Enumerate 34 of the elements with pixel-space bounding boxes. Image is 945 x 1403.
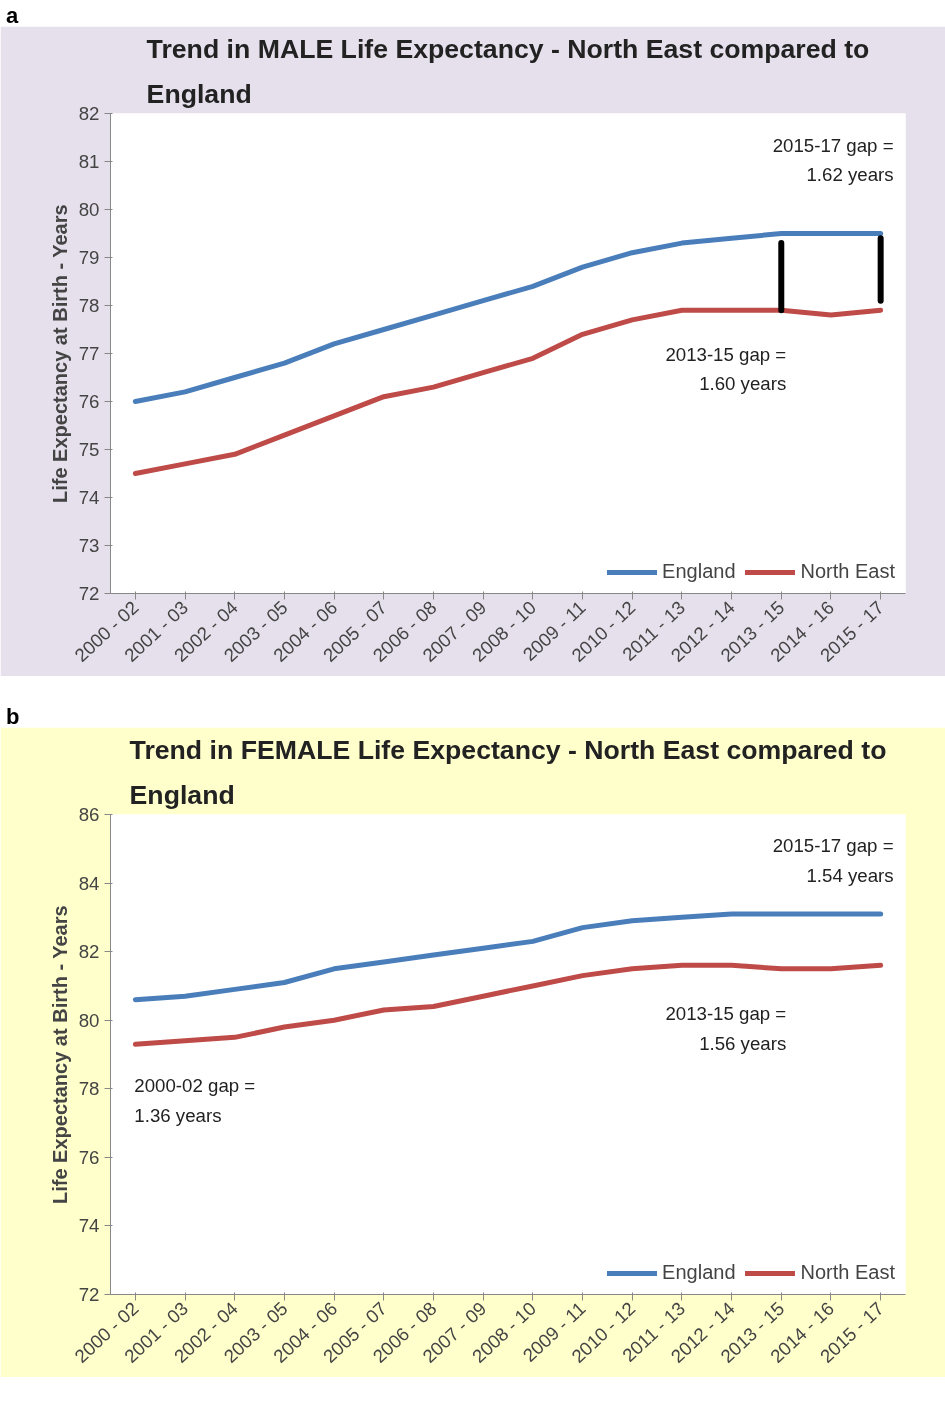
y-tick-label: 86 (78, 804, 100, 825)
y-tick-label: 77 (78, 343, 100, 364)
y-tick-label: 79 (78, 247, 100, 268)
y-tick-label: 74 (78, 487, 100, 508)
annotation: 2015-17 gap = 1.54 years (772, 835, 894, 886)
y-tick-label: 76 (78, 1146, 100, 1168)
y-tick-label: 81 (78, 151, 100, 172)
legend-label: England (662, 560, 736, 583)
y-tick-label: 76 (78, 391, 100, 412)
y-axis-title: Life Expectancy at Birth - Years (48, 204, 71, 503)
text: b (6, 703, 20, 731)
legend-label: North East (800, 560, 895, 583)
y-axis-title: Life Expectancy at Birth - Years (48, 905, 71, 1204)
y-tick-label: 72 (78, 1284, 100, 1305)
annotation: 2013-15 gap = 1.60 years (665, 343, 787, 395)
chart-title: Trend in FEMALE Life Expectancy - North East compared to England (129, 734, 887, 810)
text: a (6, 2, 19, 30)
y-tick-label: 80 (78, 1009, 100, 1031)
legend-label: England (662, 1261, 736, 1284)
y-tick-label: 82 (78, 103, 100, 124)
annotation: 2013-15 gap = 1.56 years (665, 1003, 787, 1054)
chart-title: Trend in MALE Life Expectancy - North East compared to England (146, 33, 870, 109)
y-tick-label: 73 (78, 535, 100, 556)
y-tick-label: 78 (78, 295, 100, 316)
y-tick-label: 80 (78, 199, 100, 220)
y-tick-label: 78 (78, 1078, 100, 1100)
y-tick-label: 75 (78, 439, 100, 460)
y-tick-label: 74 (78, 1215, 100, 1237)
y-tick-label: 84 (78, 872, 100, 894)
annotation: 2000-02 gap = 1.36 years (134, 1075, 256, 1126)
legend-label: North East (800, 1261, 895, 1284)
y-tick-label: 72 (78, 583, 100, 604)
y-tick-label: 82 (78, 941, 100, 963)
annotation: 2015-17 gap = 1.62 years (772, 135, 894, 186)
